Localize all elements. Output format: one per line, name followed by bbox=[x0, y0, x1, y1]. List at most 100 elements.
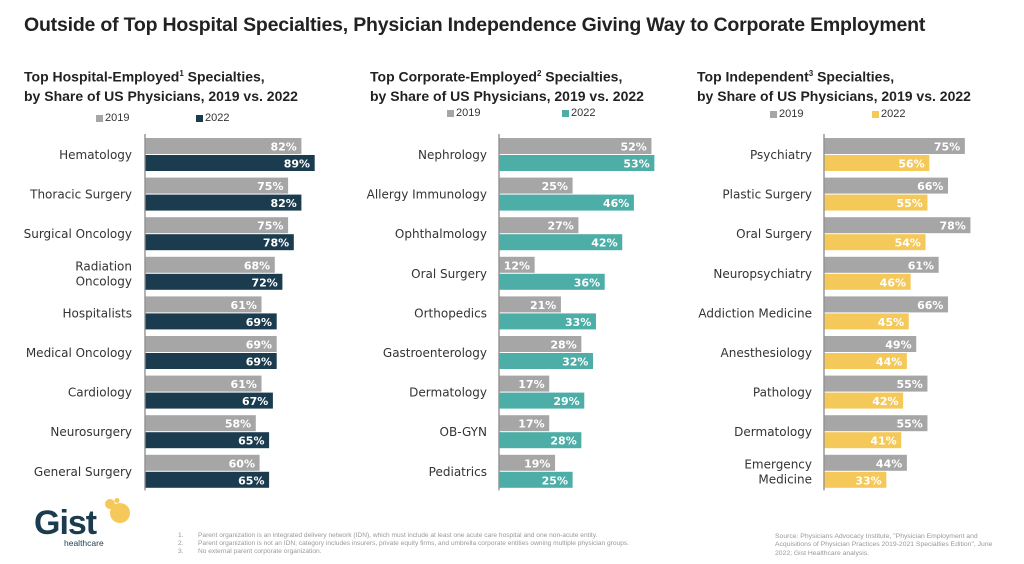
bar-2022 bbox=[824, 313, 909, 330]
bar-2022 bbox=[145, 353, 277, 369]
category-label: Ophthalmology bbox=[395, 227, 487, 241]
bar-2022 bbox=[824, 471, 887, 488]
category-label: Oral Surgery bbox=[411, 267, 487, 281]
bar-2022 bbox=[145, 392, 273, 409]
data-label-2022: 78% bbox=[263, 237, 289, 250]
data-label-2022: 53% bbox=[623, 158, 649, 171]
data-label-2022: 72% bbox=[251, 276, 277, 289]
legend-swatch bbox=[770, 110, 777, 118]
data-label-2022: 56% bbox=[898, 158, 924, 171]
bar-2019 bbox=[824, 454, 907, 471]
category-label: Allergy Immunology bbox=[367, 188, 487, 202]
category-label: Surgical Oncology bbox=[24, 227, 132, 241]
data-label-2019: 27% bbox=[547, 220, 573, 233]
bar-2019 bbox=[824, 138, 965, 154]
legend-swatch bbox=[447, 109, 454, 117]
data-label-2022: 28% bbox=[550, 435, 576, 448]
legend-swatch bbox=[96, 114, 103, 122]
data-label-2022: 67% bbox=[242, 395, 268, 408]
category-label: Oral Surgery bbox=[736, 227, 812, 241]
bar-2022 bbox=[145, 313, 277, 330]
data-label-2022: 36% bbox=[574, 276, 600, 289]
data-label-2022: 45% bbox=[878, 316, 904, 329]
category-label: Anesthesiology bbox=[721, 346, 812, 360]
category-label: Dermatology bbox=[409, 386, 487, 400]
data-label-2022: 69% bbox=[246, 356, 272, 369]
bar-2019 bbox=[499, 415, 550, 432]
bar-2022 bbox=[499, 353, 594, 369]
data-label-2019: 12% bbox=[504, 259, 530, 272]
data-label-2019: 66% bbox=[917, 299, 943, 312]
panel-title: Top Independent3 Specialties, by Share o… bbox=[697, 68, 971, 104]
logo-dot-small bbox=[105, 499, 115, 509]
bar-2022 bbox=[499, 392, 585, 409]
legend-item-2022: 2022 bbox=[196, 112, 229, 124]
bar-2019 bbox=[145, 138, 302, 154]
legend-swatch bbox=[196, 114, 203, 122]
category-label: Addiction Medicine bbox=[698, 306, 812, 320]
data-label-2019: 55% bbox=[897, 378, 923, 391]
logo-dot-large bbox=[110, 503, 130, 523]
footnotes: 1. Parent organization is an integrated d… bbox=[178, 532, 629, 557]
bar-2022 bbox=[824, 155, 930, 171]
data-label-2022: 44% bbox=[876, 356, 902, 369]
category-label: Radiation bbox=[75, 259, 132, 273]
data-label-2019: 60% bbox=[229, 457, 255, 470]
logo-dot-tiny bbox=[114, 498, 120, 503]
legend-item-2022: 2022 bbox=[872, 108, 905, 120]
data-label-2022: 69% bbox=[246, 316, 272, 329]
bar-2022 bbox=[824, 194, 928, 211]
bar-2019 bbox=[499, 217, 579, 234]
logo-sub: healthcare bbox=[64, 538, 104, 548]
bar-2022 bbox=[499, 471, 573, 488]
data-label-2019: 25% bbox=[542, 180, 568, 193]
bar-2022 bbox=[824, 432, 902, 449]
data-label-2022: 41% bbox=[870, 435, 896, 448]
bar-2019 bbox=[824, 256, 939, 273]
footnote-2: 2. Parent organization is not an IDN; cat… bbox=[178, 540, 630, 548]
category-label: Neurosurgery bbox=[50, 425, 132, 439]
data-label-2019: 69% bbox=[246, 339, 272, 352]
data-label-2022: 25% bbox=[542, 474, 568, 487]
data-label-2022: 33% bbox=[565, 316, 591, 329]
category-label: Gastroenterology bbox=[383, 346, 487, 360]
category-label: Orthopedics bbox=[414, 306, 487, 320]
bar-2019 bbox=[145, 336, 277, 352]
legend-item-2019: 2019 bbox=[447, 107, 480, 119]
bar-2019 bbox=[824, 336, 917, 352]
bar-2019 bbox=[824, 375, 928, 392]
category-label: Hematology bbox=[59, 148, 132, 162]
bar-2019 bbox=[499, 375, 550, 392]
data-label-2022: 46% bbox=[880, 276, 906, 289]
bar-2019 bbox=[145, 375, 262, 392]
bar-2019 bbox=[499, 454, 556, 471]
bar-2022 bbox=[145, 234, 294, 251]
data-label-2019: 75% bbox=[257, 180, 283, 193]
category-label: Hospitalists bbox=[62, 306, 132, 320]
data-label-2019: 52% bbox=[620, 141, 646, 154]
bar-2022 bbox=[499, 194, 634, 211]
data-label-2022: 32% bbox=[562, 356, 588, 369]
bar-2022 bbox=[824, 392, 904, 409]
data-label-2022: 42% bbox=[591, 237, 617, 250]
bar-2019 bbox=[824, 415, 928, 432]
data-label-2019: 82% bbox=[270, 141, 296, 154]
bar-2019 bbox=[499, 296, 561, 313]
bar-2019 bbox=[499, 256, 535, 273]
bar-2019 bbox=[145, 177, 289, 194]
bar-2022 bbox=[499, 155, 655, 171]
category-label: Oncology bbox=[76, 274, 132, 288]
bar-2022 bbox=[145, 155, 315, 171]
bar-2022 bbox=[824, 234, 926, 251]
logo-word: Gist bbox=[34, 504, 97, 542]
data-label-2019: 28% bbox=[550, 339, 576, 352]
legend-swatch bbox=[872, 110, 879, 118]
bar-2019 bbox=[499, 336, 582, 352]
legend-item-2019: 2019 bbox=[96, 112, 129, 124]
bar-2022 bbox=[145, 471, 270, 488]
data-label-2019: 49% bbox=[885, 339, 911, 352]
data-label-2019: 61% bbox=[231, 378, 257, 391]
bar-2022 bbox=[499, 273, 605, 290]
bar-2019 bbox=[145, 256, 275, 273]
data-label-2019: 66% bbox=[917, 180, 943, 193]
